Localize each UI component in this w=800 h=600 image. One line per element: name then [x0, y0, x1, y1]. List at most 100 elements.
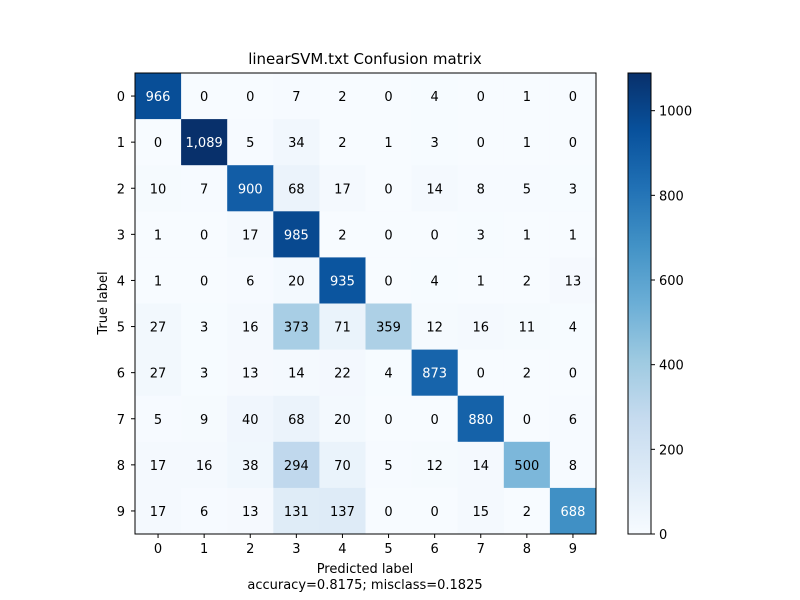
y-tick-label: 3 [117, 228, 125, 243]
plot-frame [134, 72, 597, 535]
cell-value-label: 0 [384, 182, 392, 197]
heatmap-cells: 966 0 0 7 2 0 4 0 1 00 1,089 5 34 2 1 3 0 1 010 7 900 68 17 0 14… [135, 73, 597, 535]
heatmap-cell [319, 165, 366, 212]
cell-value-label: 0 [200, 228, 208, 243]
cell-value-label: 27 [150, 367, 167, 382]
heatmap-cell [411, 441, 459, 489]
heatmap-cell [549, 165, 597, 212]
heatmap-cell [319, 257, 366, 304]
cell-value-label: 16 [196, 459, 213, 474]
y-axis-ticks: 0 1 2 3 4 5 6 7 8 9 [117, 90, 135, 520]
heatmap-cell [227, 303, 274, 351]
colorbar-tick-label: 600 [659, 274, 684, 289]
heatmap-cell [411, 349, 459, 397]
cell-value-label: 1,089 [186, 136, 223, 151]
heatmap-cell [411, 395, 459, 443]
heatmap-cell [135, 395, 182, 443]
heatmap-cell [227, 395, 274, 443]
heatmap-cell [227, 349, 274, 397]
cell-value-label: 17 [150, 459, 167, 474]
x-tick-label: 9 [569, 542, 577, 557]
heatmap-cell [365, 73, 413, 120]
cell-value-label: 0 [569, 136, 577, 151]
cell-value-label: 1 [384, 136, 392, 151]
cell-value-label: 12 [426, 459, 443, 474]
heatmap-cell [365, 165, 413, 212]
cell-value-label: 20 [334, 413, 351, 428]
heatmap-cell [135, 73, 182, 120]
x-tick-label: 7 [477, 542, 485, 557]
heatmap-cell [503, 487, 551, 535]
heatmap-cell [411, 73, 459, 120]
colorbar-tick-label: 800 [659, 189, 684, 204]
cell-value-label: 6 [246, 274, 254, 289]
cell-value-label: 16 [472, 321, 489, 336]
heatmap-cell [549, 349, 597, 397]
heatmap-cell [503, 211, 551, 258]
x-tick-label: 1 [200, 542, 208, 557]
cell-value-label: 2 [338, 228, 346, 243]
cell-value-label: 22 [334, 367, 351, 382]
heatmap-cell [365, 349, 413, 397]
cell-value-label: 17 [334, 182, 351, 197]
cell-value-label: 17 [150, 505, 167, 520]
heatmap-cell [227, 119, 274, 166]
heatmap-cell [181, 73, 228, 120]
cell-value-label: 2 [523, 505, 531, 520]
heatmap-cell [503, 119, 551, 166]
cell-value-label: 9 [200, 413, 208, 428]
heatmap-cell [319, 303, 366, 351]
cell-value-label: 137 [330, 505, 355, 520]
cell-value-label: 0 [384, 90, 392, 105]
heatmap-cell [319, 441, 366, 489]
cell-value-label: 0 [569, 90, 577, 105]
cell-value-label: 0 [477, 136, 485, 151]
y-tick-label: 1 [117, 136, 125, 151]
y-tick-label: 2 [117, 182, 125, 197]
cell-value-label: 0 [154, 136, 162, 151]
cell-value-label: 17 [242, 228, 259, 243]
heatmap-cell [503, 73, 551, 120]
heatmap-cell [227, 441, 274, 489]
y-tick-label: 6 [117, 367, 125, 382]
heatmap-cell [457, 395, 505, 443]
cell-value-label: 1 [523, 90, 531, 105]
cell-value-label: 4 [569, 321, 577, 336]
colorbar-tick-label: 0 [659, 528, 667, 543]
heatmap-cell [135, 303, 182, 351]
cell-value-label: 8 [569, 459, 577, 474]
x-tick-label: 5 [384, 542, 392, 557]
y-tick-label: 5 [117, 321, 125, 336]
colorbar-tick-label: 400 [659, 359, 684, 374]
cell-value-label: 15 [472, 505, 489, 520]
x-tick-label: 8 [523, 542, 531, 557]
y-tick-label: 7 [117, 413, 125, 428]
cell-value-label: 2 [338, 136, 346, 151]
heatmap-cell [273, 349, 320, 397]
heatmap-cell [365, 441, 413, 489]
cell-value-label: 985 [284, 228, 309, 243]
cell-value-label: 38 [242, 459, 259, 474]
cell-value-label: 500 [514, 459, 539, 474]
heatmap-cell [503, 257, 551, 304]
cell-value-label: 5 [523, 182, 531, 197]
heatmap-cell [273, 395, 320, 443]
heatmap-cell [181, 395, 228, 443]
heatmap-cell [365, 257, 413, 304]
heatmap-cell [411, 257, 459, 304]
heatmap-cell [227, 73, 274, 120]
colorbar-ticks: 0 200 400 600 800 1000 [651, 105, 692, 543]
cell-value-label: 0 [384, 228, 392, 243]
heatmap-cell [319, 349, 366, 397]
cell-value-label: 4 [431, 90, 439, 105]
colorbar-tick-label: 1000 [659, 105, 692, 120]
heatmap-cell [411, 487, 459, 535]
x-tick-label: 6 [431, 542, 439, 557]
heatmap-cell [135, 487, 182, 535]
heatmap-cell [549, 257, 597, 304]
heatmap-cell [135, 211, 182, 258]
cell-value-label: 20 [288, 274, 305, 289]
cell-value-label: 1 [154, 274, 162, 289]
heatmap-cell [319, 119, 366, 166]
y-tick-label: 9 [117, 505, 125, 520]
